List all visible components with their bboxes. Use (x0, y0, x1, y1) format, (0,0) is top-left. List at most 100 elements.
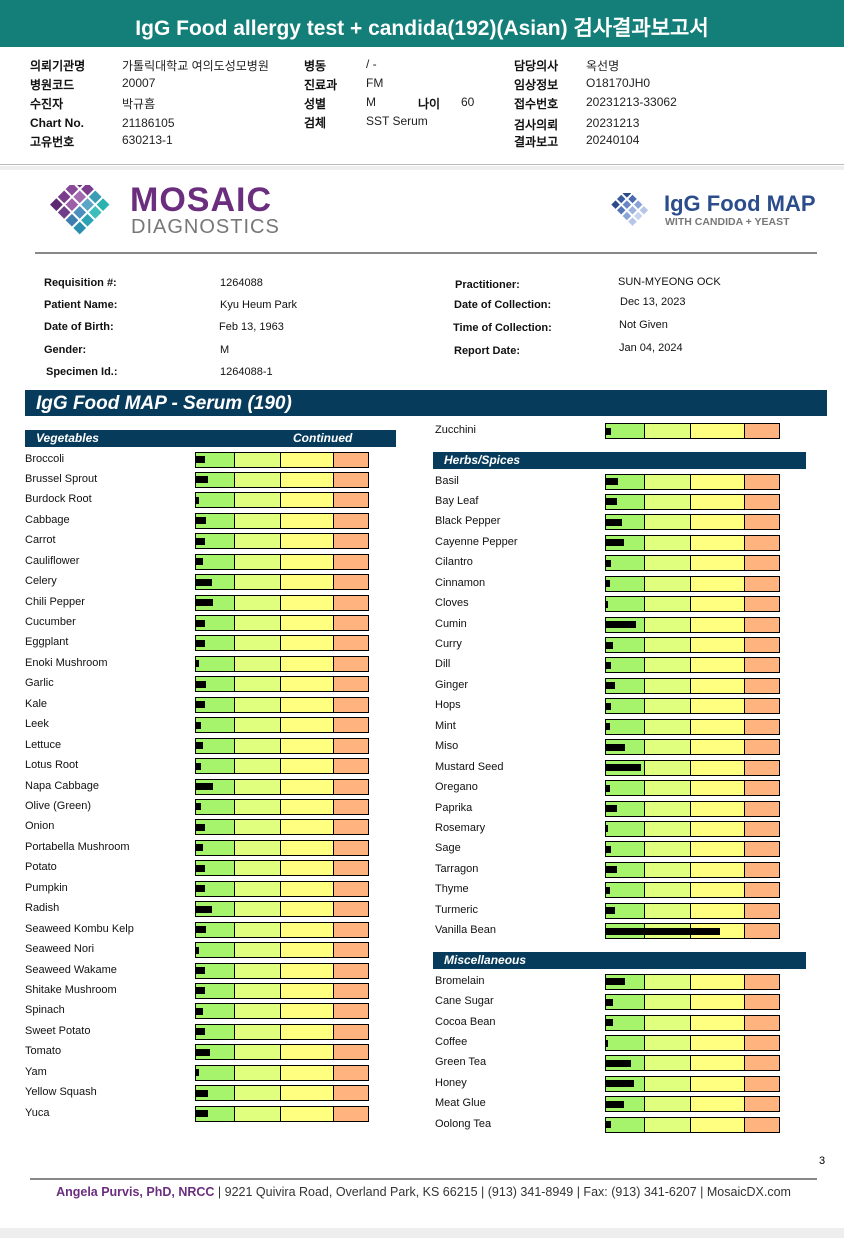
bar-frame (605, 994, 780, 1011)
group-header (433, 952, 806, 970)
food-name: Cinnamon (435, 576, 486, 589)
zone (606, 699, 645, 714)
food-name: Broccoli (25, 452, 65, 465)
zone (234, 656, 281, 671)
bar-frame (605, 575, 780, 592)
bar-frame (195, 758, 369, 775)
zone (196, 983, 235, 998)
food-name: Cane Sugar (435, 995, 494, 1008)
brand-sub: DIAGNOSTICS (131, 216, 280, 238)
result-bar (196, 517, 207, 525)
patient-value: Kyu Heum Park (220, 299, 298, 311)
zone (644, 617, 692, 632)
zone (691, 740, 746, 755)
bar-frame (195, 880, 369, 897)
zone (196, 534, 235, 549)
zone (234, 738, 281, 753)
bar-frame (605, 1014, 780, 1031)
food-name: Eggplant (25, 636, 69, 649)
food-name: Brussel Sprout (25, 472, 98, 485)
zone (644, 699, 692, 714)
food-name: Cumin (435, 617, 467, 630)
field-value: 21186105 (122, 116, 175, 130)
result-bar (606, 886, 610, 894)
zone (234, 963, 281, 978)
field-label: 담당의사 (514, 59, 559, 73)
result-bar (606, 702, 612, 710)
divider (0, 164, 844, 165)
bar-frame (605, 596, 780, 613)
zone (644, 781, 692, 796)
zone (280, 861, 335, 876)
bar-frame (195, 471, 369, 488)
result-bar (606, 764, 641, 772)
food-name: Chili Pepper (25, 595, 85, 608)
zone (334, 881, 368, 896)
zone (745, 1015, 779, 1030)
food-name: Bromelain (435, 974, 485, 987)
patient-value: SUN-MYEONG OCK (618, 276, 721, 288)
zone (644, 740, 692, 755)
zone (196, 1024, 235, 1039)
zone (280, 1024, 335, 1039)
zone (196, 963, 235, 978)
bar-frame (195, 655, 369, 672)
result-bar (606, 845, 612, 853)
result-bar (196, 1089, 209, 1097)
food-name: Kale (25, 697, 48, 710)
zone (745, 556, 779, 571)
food-name: Black Pepper (435, 515, 501, 528)
zone (280, 616, 335, 631)
zone (280, 575, 335, 590)
zone (280, 943, 335, 958)
field-value: SST Serum (366, 114, 428, 128)
result-bar (196, 967, 205, 974)
zone (691, 424, 746, 438)
zone (745, 995, 779, 1010)
bar-frame (195, 962, 369, 979)
bar-frame (195, 1003, 369, 1020)
zone (234, 922, 281, 937)
result-bar (606, 621, 636, 629)
result-bar (606, 478, 619, 485)
zone (196, 799, 235, 814)
food-name: Honey (435, 1076, 467, 1089)
food-name: Spinach (25, 1004, 65, 1017)
zone (334, 616, 368, 631)
zone (280, 779, 335, 794)
food-name: Paprika (435, 801, 473, 814)
zone (691, 842, 746, 857)
result-bar (196, 721, 202, 729)
bar-frame (605, 1055, 780, 1072)
bar-frame (195, 839, 369, 856)
zone (234, 575, 281, 590)
food-name: Olive (Green) (25, 799, 92, 812)
bar-frame (195, 901, 369, 918)
brand-logo (50, 185, 110, 235)
bar-frame (195, 1023, 369, 1040)
result-bar (196, 578, 212, 586)
zone (280, 1065, 335, 1080)
zone (280, 963, 335, 978)
field-label: 검체 (304, 116, 327, 130)
food-name: Dill (435, 658, 451, 671)
zone (745, 1117, 779, 1132)
zone (280, 983, 335, 998)
field-label: 결과보고 (514, 135, 559, 149)
bar-frame (605, 423, 780, 439)
result-bar (606, 927, 720, 935)
result-bar (606, 723, 610, 731)
bar-frame (195, 982, 369, 999)
field-label: Chart No. (30, 116, 84, 130)
field-label: 검사의뢰 (514, 118, 559, 132)
zone (334, 963, 368, 978)
bottom-band (0, 1228, 844, 1238)
zone (280, 1004, 335, 1019)
bar-frame (195, 676, 369, 693)
bar-frame (605, 637, 780, 654)
zone (334, 861, 368, 876)
zone (606, 903, 645, 918)
bar-frame (605, 473, 780, 490)
bar-frame (195, 594, 369, 611)
food-name: Sweet Potato (25, 1024, 91, 1037)
